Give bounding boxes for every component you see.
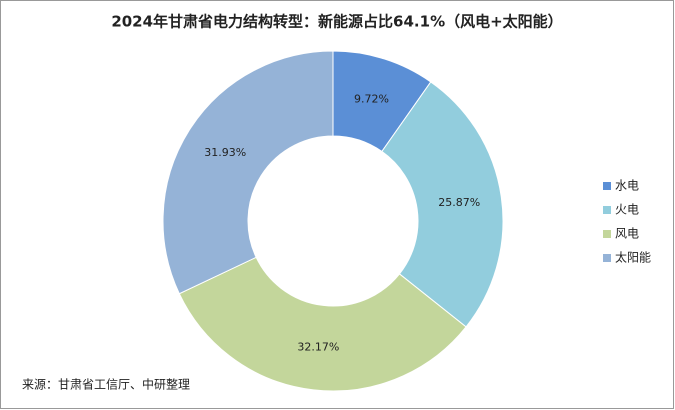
data-label: 25.87%	[438, 196, 480, 209]
legend-swatch	[603, 182, 611, 190]
legend-label: 水电	[615, 179, 639, 193]
legend-label: 太阳能	[615, 250, 651, 265]
legend-swatch	[603, 254, 611, 262]
legend-swatch	[603, 230, 611, 238]
data-label: 31.93%	[204, 146, 246, 159]
data-label: 32.17%	[297, 341, 339, 354]
donut-slice	[381, 81, 504, 328]
chart-title: 2024年甘肃省电力结构转型：新能源占比64.1%（风电+太阳能）	[111, 13, 562, 31]
legend-swatch	[603, 206, 611, 214]
legend-label: 风电	[615, 227, 639, 241]
legend-label: 火电	[615, 203, 639, 217]
donut-slice	[162, 50, 334, 295]
source-note: 来源：甘肃省工信厅、中研整理	[22, 377, 190, 392]
donut-slice	[178, 256, 467, 392]
data-label: 9.72%	[354, 92, 389, 105]
